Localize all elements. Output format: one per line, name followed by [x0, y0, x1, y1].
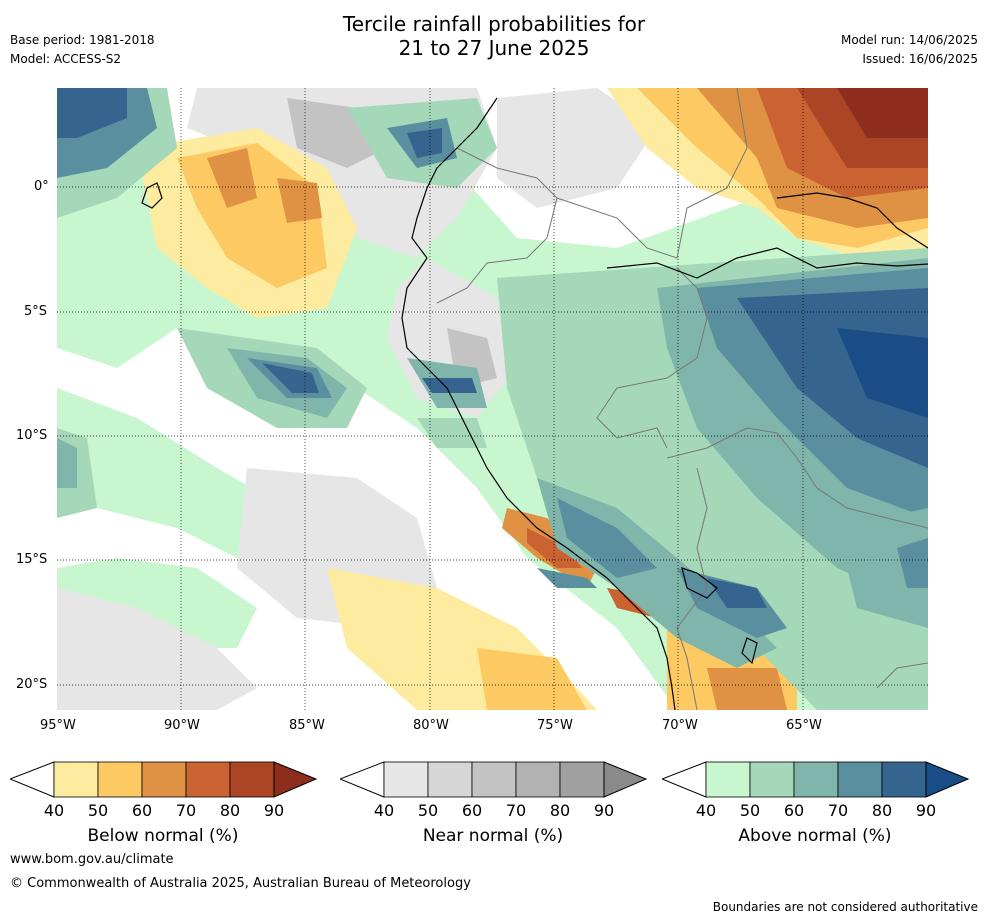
cb1-tick-60: 60 — [131, 801, 153, 820]
model-text: Model: ACCESS-S2 — [10, 52, 122, 66]
cb3-tick-50: 50 — [739, 801, 761, 820]
probability-map — [57, 88, 928, 710]
graticule — [57, 88, 928, 710]
lat-label-10s: 10°S — [16, 428, 48, 443]
map-graphic — [57, 88, 928, 710]
cb3-tick-70: 70 — [827, 801, 849, 820]
cb2-tick-90: 90 — [593, 801, 615, 820]
base-period-text: Base period: 1981-2018 — [10, 33, 155, 47]
cb3-tick-60: 60 — [783, 801, 805, 820]
lon-label-95w: 95°W — [40, 718, 76, 733]
colorbar-below-normal — [8, 761, 320, 801]
colorbar-above-normal-graphic — [660, 761, 970, 798]
colorbar-near-normal-graphic — [338, 761, 648, 798]
website-link[interactable]: www.bom.gov.au/climate — [10, 852, 174, 867]
cb2-tick-80: 80 — [549, 801, 571, 820]
lon-label-80w: 80°W — [413, 718, 449, 733]
cb3-label: Above normal (%) — [738, 826, 892, 846]
title-line-1: Tercile rainfall probabilities for — [342, 12, 646, 36]
cb2-tick-50: 50 — [417, 801, 439, 820]
map-title: Tercile rainfall probabilities for 21 to… — [0, 12, 988, 60]
probability-fields — [57, 88, 928, 710]
issued-text: Issued: 16/06/2025 — [862, 52, 978, 66]
cb3-tick-40: 40 — [695, 801, 717, 820]
lon-label-70w: 70°W — [662, 718, 698, 733]
cb2-tick-40: 40 — [373, 801, 395, 820]
cb1-tick-40: 40 — [43, 801, 65, 820]
lat-label-0: 0° — [34, 179, 49, 194]
model-run-text: Model run: 14/06/2025 — [840, 33, 978, 47]
lon-label-75w: 75°W — [537, 718, 573, 733]
colorbar-below-normal-graphic — [8, 761, 318, 798]
cb1-tick-80: 80 — [219, 801, 241, 820]
country-borders — [436, 88, 928, 710]
lat-label-15s: 15°S — [16, 552, 48, 567]
cb2-tick-70: 70 — [505, 801, 527, 820]
lat-label-5s: 5°S — [24, 304, 48, 319]
coastline — [141, 97, 928, 710]
lon-label-85w: 85°W — [289, 718, 325, 733]
cb1-label: Below normal (%) — [87, 826, 239, 846]
cb3-tick-90: 90 — [915, 801, 937, 820]
copyright-text: © Commonwealth of Australia 2025, Austra… — [10, 876, 471, 891]
cb2-label: Near normal (%) — [422, 826, 564, 846]
cb1-tick-90: 90 — [263, 801, 285, 820]
disclaimer-text: Boundaries are not considered authoritat… — [712, 900, 978, 914]
lon-label-65w: 65°W — [786, 718, 822, 733]
lat-label-20s: 20°S — [16, 677, 48, 692]
colorbar-near-normal — [338, 761, 650, 801]
lon-label-90w: 90°W — [164, 718, 200, 733]
cb2-tick-60: 60 — [461, 801, 483, 820]
cb1-tick-70: 70 — [175, 801, 197, 820]
colorbar-above-normal — [660, 761, 972, 801]
cb3-tick-80: 80 — [871, 801, 893, 820]
title-line-2: 21 to 27 June 2025 — [398, 36, 590, 60]
cb1-tick-50: 50 — [87, 801, 109, 820]
